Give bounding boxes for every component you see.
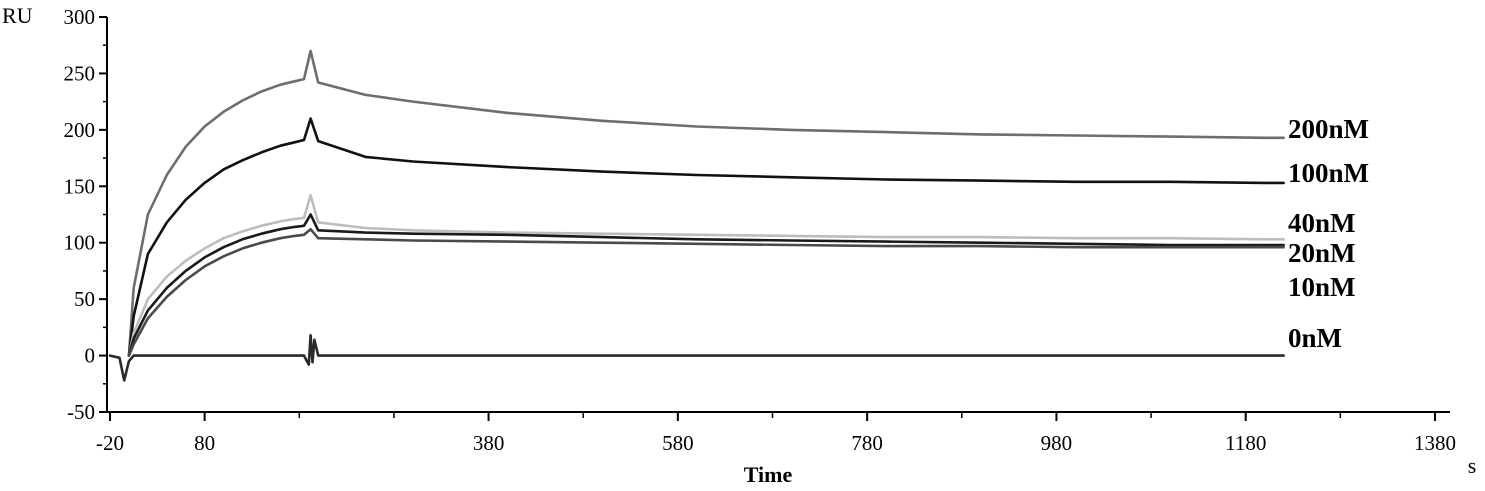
y-tick-label: 200 <box>64 118 96 142</box>
series-label-100nm: 100nM <box>1288 158 1369 188</box>
x-axis-label: Time <box>744 462 793 487</box>
series-label-200nm: 200nM <box>1288 114 1369 144</box>
x-tick-label: 580 <box>662 431 694 455</box>
series-label-20nm: 20nM <box>1288 238 1356 268</box>
x-axis-unit: s <box>1468 453 1477 478</box>
y-tick-label: -50 <box>67 400 95 424</box>
x-tick-label: 80 <box>194 431 215 455</box>
x-tick-label: 1180 <box>1225 431 1266 455</box>
x-tick-label: -20 <box>96 431 124 455</box>
y-tick-label: 50 <box>74 287 95 311</box>
series-label-10nm: 10nM <box>1288 272 1356 302</box>
y-axis-label: RU <box>2 3 33 28</box>
x-tick-label: 1380 <box>1414 431 1456 455</box>
series-line-40nm <box>127 194 1285 357</box>
y-tick-label: 300 <box>64 5 96 29</box>
series-label-0nm: 0nM <box>1288 323 1342 353</box>
series-line-0nm <box>108 333 1285 382</box>
y-tick-label: 150 <box>64 174 96 198</box>
series-line-200nm <box>127 49 1285 357</box>
series-line-20nm <box>127 213 1285 357</box>
series-label-40nm: 40nM <box>1288 208 1356 238</box>
y-tick-label: 100 <box>64 231 96 255</box>
series-line-100nm <box>127 117 1285 357</box>
x-tick-label: 780 <box>851 431 883 455</box>
x-tick-label: 980 <box>1041 431 1073 455</box>
y-tick-label: 0 <box>85 344 96 368</box>
tick-marks: -50 0 50 100 150 200 250 300 -20 80 380 580 780 980 11… <box>64 5 1457 455</box>
data-series <box>108 49 1285 382</box>
x-tick-label: 380 <box>473 431 505 455</box>
series-line-10nm <box>127 227 1285 357</box>
y-tick-label: 250 <box>64 61 96 85</box>
